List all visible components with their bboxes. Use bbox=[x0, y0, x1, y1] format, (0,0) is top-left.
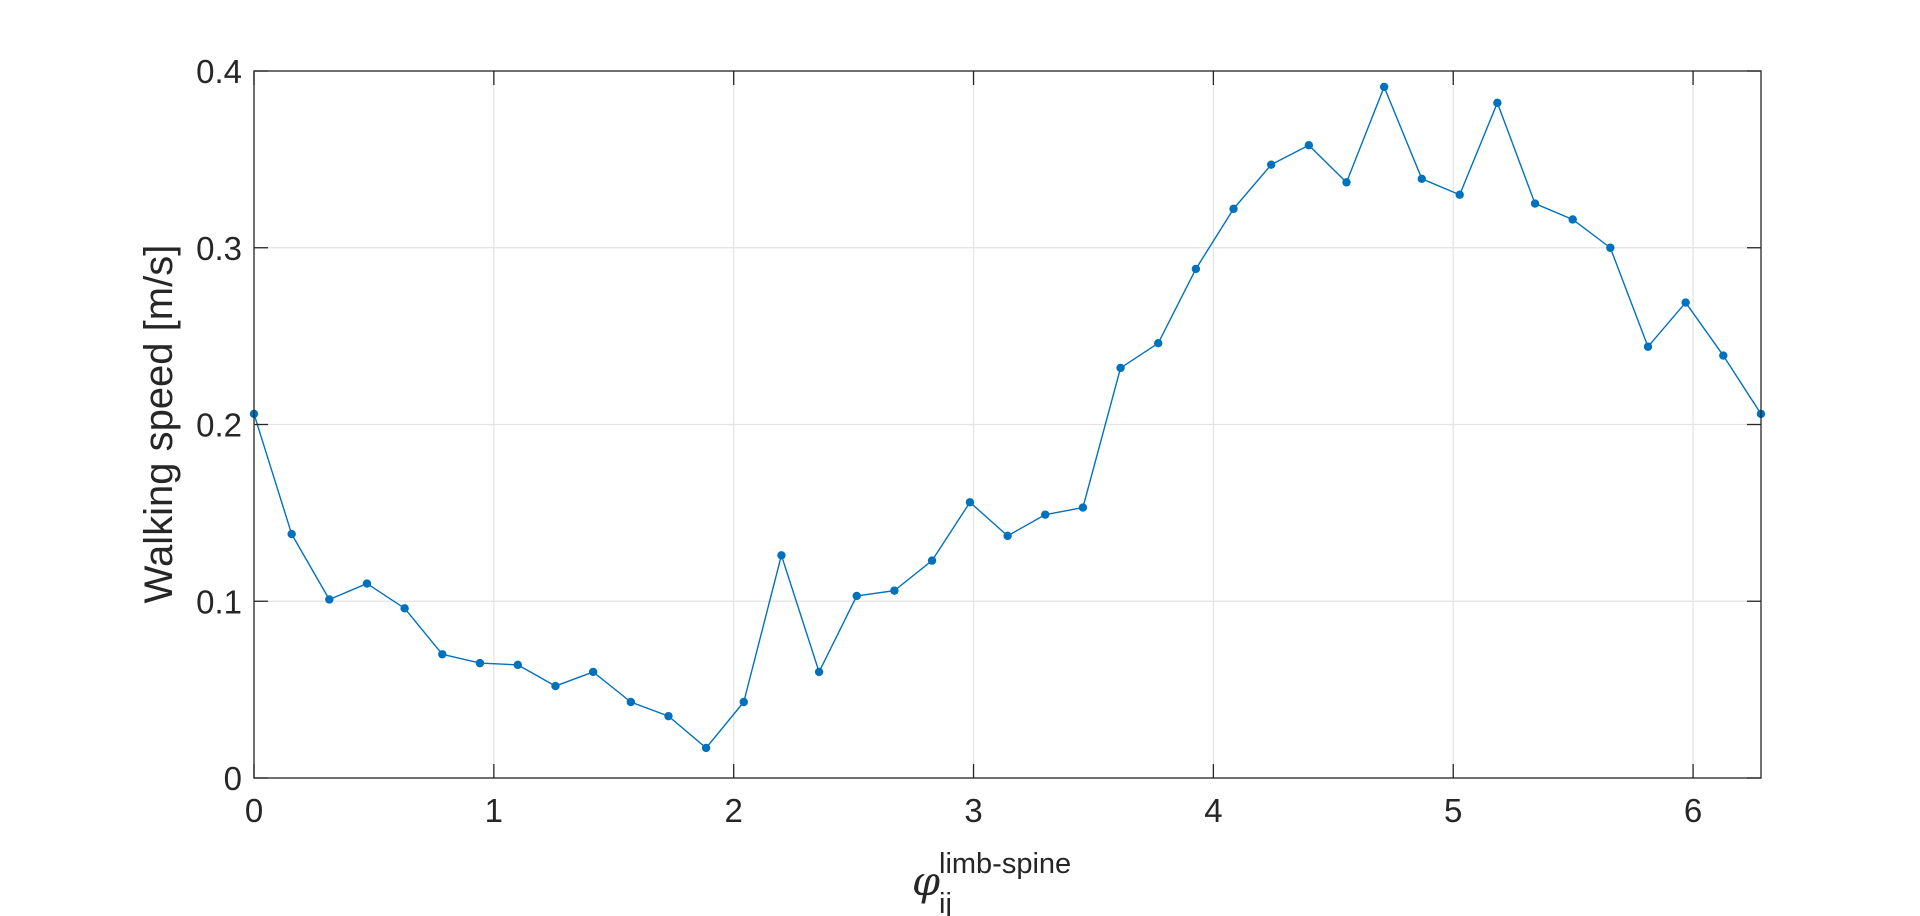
data-point bbox=[814, 667, 824, 677]
data-point bbox=[626, 697, 635, 707]
y-tick-label: 0.3 bbox=[196, 230, 242, 267]
data-point bbox=[965, 498, 975, 507]
data-point bbox=[701, 743, 711, 753]
data-point bbox=[588, 667, 598, 677]
tick-marks bbox=[253, 70, 1761, 779]
data-point bbox=[1417, 174, 1427, 184]
data-point bbox=[1041, 510, 1050, 519]
y-tick-label: 0 bbox=[224, 760, 242, 797]
y-tick-label: 0.1 bbox=[196, 583, 242, 620]
data-point bbox=[362, 579, 372, 588]
x-tick-label: 6 bbox=[1684, 792, 1702, 829]
data-point bbox=[927, 556, 937, 565]
data-point bbox=[513, 660, 523, 670]
data-point bbox=[1342, 178, 1351, 187]
data-point bbox=[400, 604, 409, 613]
data-point bbox=[1530, 199, 1540, 208]
y-axis-label: Walking speed [m/s] bbox=[137, 245, 181, 604]
data-point bbox=[1229, 204, 1238, 214]
data-point bbox=[438, 650, 447, 659]
data-point bbox=[852, 591, 861, 601]
x-axis-label-subscript: ij bbox=[939, 888, 952, 916]
y-tick-labels: 0 0.1 0.2 0.3 0.4 bbox=[196, 53, 242, 797]
data-point bbox=[1191, 264, 1201, 274]
x-axis-label: φ limb-spine ij bbox=[912, 848, 1071, 916]
data-point bbox=[325, 595, 334, 604]
data-point bbox=[739, 697, 748, 707]
data-point bbox=[1304, 141, 1314, 150]
data-point bbox=[1455, 190, 1464, 199]
data-point bbox=[1719, 351, 1728, 360]
y-tick-label: 0.2 bbox=[196, 407, 242, 444]
data-point bbox=[1568, 215, 1577, 224]
data-point bbox=[664, 711, 673, 721]
data-point bbox=[287, 529, 296, 539]
data-point bbox=[1078, 503, 1088, 512]
x-tick-label: 2 bbox=[725, 792, 743, 829]
data-point bbox=[1643, 342, 1653, 351]
data-point bbox=[1681, 298, 1690, 307]
x-axis-label-symbol: φ bbox=[912, 859, 940, 905]
x-axis-label-superscript: limb-spine bbox=[939, 848, 1071, 880]
data-point bbox=[777, 551, 786, 560]
data-point bbox=[1379, 82, 1389, 92]
data-series bbox=[249, 82, 1766, 753]
data-point bbox=[475, 658, 485, 668]
data-point bbox=[551, 681, 560, 691]
data-point bbox=[1116, 363, 1125, 373]
data-point bbox=[1003, 531, 1012, 541]
data-point bbox=[1606, 243, 1615, 252]
x-tick-label: 1 bbox=[485, 792, 503, 829]
data-point bbox=[890, 586, 899, 595]
x-tick-labels: 0 1 2 3 4 5 6 bbox=[245, 792, 1702, 829]
data-point bbox=[1493, 98, 1502, 108]
x-tick-label: 4 bbox=[1204, 792, 1222, 829]
x-tick-label: 0 bbox=[245, 792, 263, 829]
data-point bbox=[1154, 338, 1163, 348]
x-tick-label: 5 bbox=[1444, 792, 1462, 829]
data-point bbox=[1266, 160, 1276, 169]
x-tick-label: 3 bbox=[964, 792, 982, 829]
y-tick-label: 0.4 bbox=[196, 53, 242, 90]
